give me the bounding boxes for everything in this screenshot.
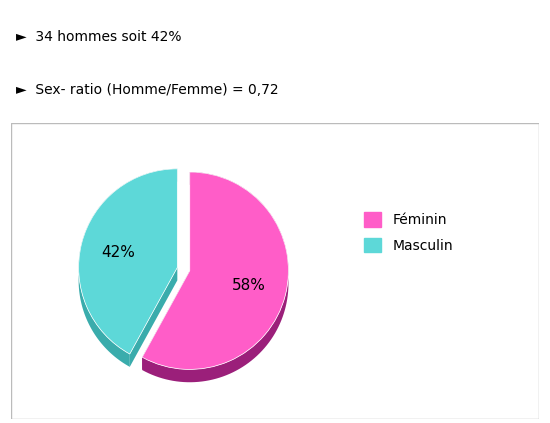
Polygon shape [130, 267, 177, 367]
Text: ►  34 hommes soit 42%: ► 34 hommes soit 42% [16, 30, 182, 44]
Wedge shape [142, 172, 288, 369]
Text: 42%: 42% [101, 245, 135, 260]
Legend: Féminin, Masculin: Féminin, Masculin [365, 212, 453, 253]
FancyBboxPatch shape [11, 123, 539, 419]
Polygon shape [142, 271, 190, 370]
Text: 58%: 58% [232, 278, 266, 294]
Polygon shape [142, 172, 288, 382]
Wedge shape [79, 169, 177, 354]
Text: ►  Sex- ratio (Homme/Femme) = 0,72: ► Sex- ratio (Homme/Femme) = 0,72 [16, 83, 279, 97]
Polygon shape [79, 169, 177, 367]
